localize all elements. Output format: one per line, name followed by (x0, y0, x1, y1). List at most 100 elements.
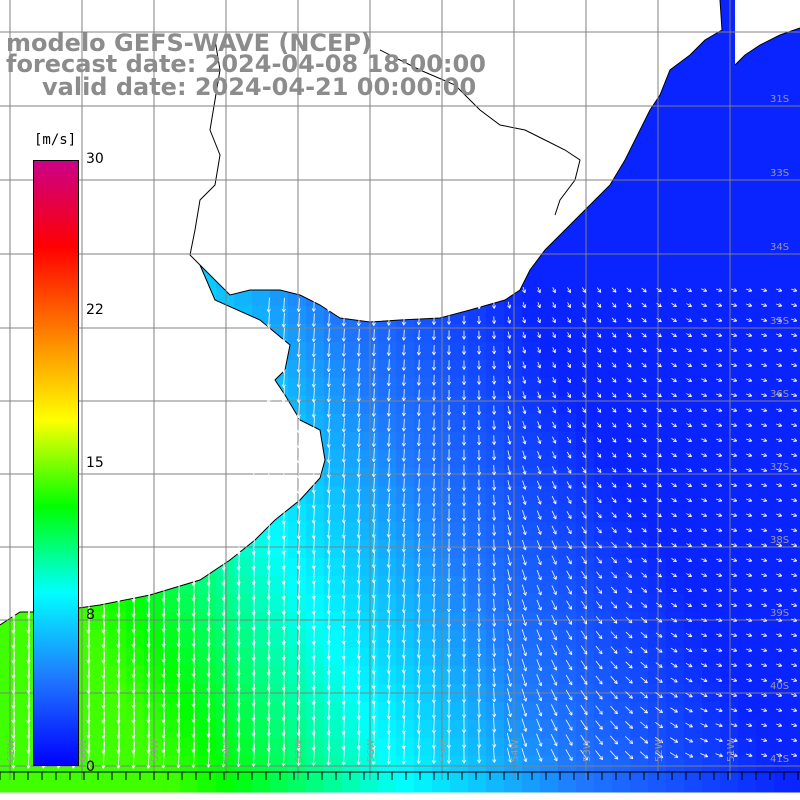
field-cell (468, 720, 487, 739)
field-cell (774, 630, 793, 649)
field-cell (414, 378, 433, 397)
wind-arrow (401, 418, 406, 432)
field-cell (792, 468, 800, 487)
field-cell (288, 306, 307, 325)
wind-arrow (492, 494, 497, 506)
field-cell (396, 504, 415, 523)
wind-arrow (371, 462, 376, 478)
lat-label: 35S (770, 316, 789, 327)
wind-arrow (791, 468, 798, 472)
wind-arrow (356, 477, 361, 493)
field-cell (324, 342, 343, 361)
wind-vectors (11, 286, 798, 769)
field-cell (792, 774, 800, 793)
field-cell (558, 702, 577, 721)
field-cell (450, 738, 469, 757)
field-cell (756, 252, 775, 271)
field-cell (342, 522, 361, 541)
wind-arrow (671, 408, 677, 413)
wind-arrow (311, 343, 316, 358)
field-cell (504, 468, 523, 487)
wind-arrow (776, 438, 783, 442)
wind-arrow (461, 479, 467, 491)
field-cell (648, 486, 667, 505)
field-cell (648, 702, 667, 721)
field-cell (774, 144, 793, 163)
wind-arrow (507, 509, 512, 521)
field-cell (684, 288, 703, 307)
field-cell (162, 612, 181, 631)
wind-arrow (656, 407, 662, 413)
field-cell (720, 180, 739, 199)
wind-arrow (791, 483, 798, 487)
wind-arrow (356, 358, 361, 372)
wind-arrow (536, 510, 542, 520)
wind-arrow (492, 509, 497, 521)
field-cell (702, 306, 721, 325)
wind-arrow (686, 498, 692, 502)
field-cell (738, 306, 757, 325)
field-cell (234, 666, 253, 685)
field-cell (450, 396, 469, 415)
wind-arrow (611, 302, 617, 308)
wind-arrow (626, 317, 632, 323)
field-cell (558, 432, 577, 451)
wind-arrow (596, 302, 602, 308)
field-cell (414, 432, 433, 451)
field-cell (702, 144, 721, 163)
field-cell (324, 576, 343, 595)
field-cell (720, 594, 739, 613)
wind-arrow (386, 329, 391, 341)
field-cell (432, 756, 451, 775)
field-cell (306, 720, 325, 739)
wind-arrow (492, 375, 497, 385)
field-cell (630, 288, 649, 307)
field-cell (270, 594, 289, 613)
field-cell (612, 576, 631, 595)
field-cell (450, 324, 469, 343)
field-cell (756, 162, 775, 181)
wind-arrow (746, 483, 753, 487)
field-cell (612, 774, 631, 793)
field-cell (324, 414, 343, 433)
field-cell (0, 720, 19, 739)
lat-label: 33S (770, 168, 789, 179)
field-cell (558, 468, 577, 487)
field-cell (522, 360, 541, 379)
field-cell (576, 324, 595, 343)
field-cell (720, 702, 739, 721)
field-cell (612, 432, 631, 451)
field-cell (612, 450, 631, 469)
wind-arrow (326, 328, 331, 342)
wind-arrow (791, 288, 798, 292)
field-cell (324, 378, 343, 397)
field-cell (252, 630, 271, 649)
field-cell (306, 342, 325, 361)
wind-arrow (461, 330, 467, 340)
wind-arrow (477, 479, 482, 491)
field-cell (648, 450, 667, 469)
wind-arrow (567, 317, 571, 323)
field-cell (774, 360, 793, 379)
field-cell (504, 666, 523, 685)
field-cell (180, 666, 199, 685)
wind-arrow (341, 328, 346, 342)
field-cell (792, 216, 800, 235)
field-cell (630, 342, 649, 361)
field-cell (396, 324, 415, 343)
field-cell (684, 180, 703, 199)
wind-arrow (356, 388, 361, 402)
field-cell (612, 414, 631, 433)
wind-arrow (311, 328, 316, 343)
field-cell (468, 648, 487, 667)
wind-arrow (611, 332, 617, 338)
wind-arrow (266, 357, 271, 374)
wind-arrow (371, 418, 376, 432)
field-cell (630, 360, 649, 379)
field-cell (288, 504, 307, 523)
field-cell (684, 576, 703, 595)
field-cell (702, 36, 721, 55)
wind-arrow (611, 437, 617, 443)
wind-arrow (522, 301, 526, 309)
field-cell (342, 756, 361, 775)
